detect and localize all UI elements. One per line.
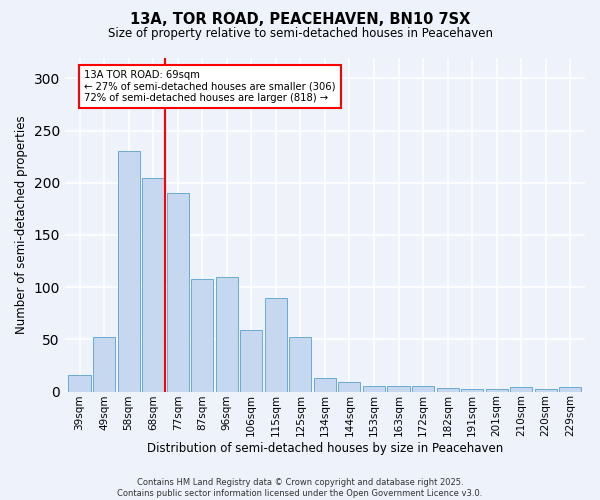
- Bar: [289, 338, 311, 392]
- Bar: [240, 330, 262, 392]
- Bar: [167, 193, 189, 392]
- Bar: [412, 386, 434, 392]
- Bar: [118, 152, 140, 392]
- Bar: [363, 386, 385, 392]
- Bar: [437, 388, 458, 392]
- Bar: [93, 338, 115, 392]
- Bar: [68, 375, 91, 392]
- Bar: [265, 298, 287, 392]
- Bar: [510, 388, 532, 392]
- Bar: [142, 178, 164, 392]
- Text: 13A TOR ROAD: 69sqm
← 27% of semi-detached houses are smaller (306)
72% of semi-: 13A TOR ROAD: 69sqm ← 27% of semi-detach…: [85, 70, 336, 103]
- Bar: [559, 388, 581, 392]
- Bar: [461, 390, 483, 392]
- Bar: [191, 279, 213, 392]
- Text: Size of property relative to semi-detached houses in Peacehaven: Size of property relative to semi-detach…: [107, 28, 493, 40]
- Text: 13A, TOR ROAD, PEACEHAVEN, BN10 7SX: 13A, TOR ROAD, PEACEHAVEN, BN10 7SX: [130, 12, 470, 28]
- X-axis label: Distribution of semi-detached houses by size in Peacehaven: Distribution of semi-detached houses by …: [147, 442, 503, 455]
- Bar: [338, 382, 361, 392]
- Bar: [535, 390, 557, 392]
- Bar: [314, 378, 336, 392]
- Bar: [485, 390, 508, 392]
- Text: Contains HM Land Registry data © Crown copyright and database right 2025.
Contai: Contains HM Land Registry data © Crown c…: [118, 478, 482, 498]
- Bar: [388, 386, 410, 392]
- Bar: [216, 276, 238, 392]
- Y-axis label: Number of semi-detached properties: Number of semi-detached properties: [15, 115, 28, 334]
